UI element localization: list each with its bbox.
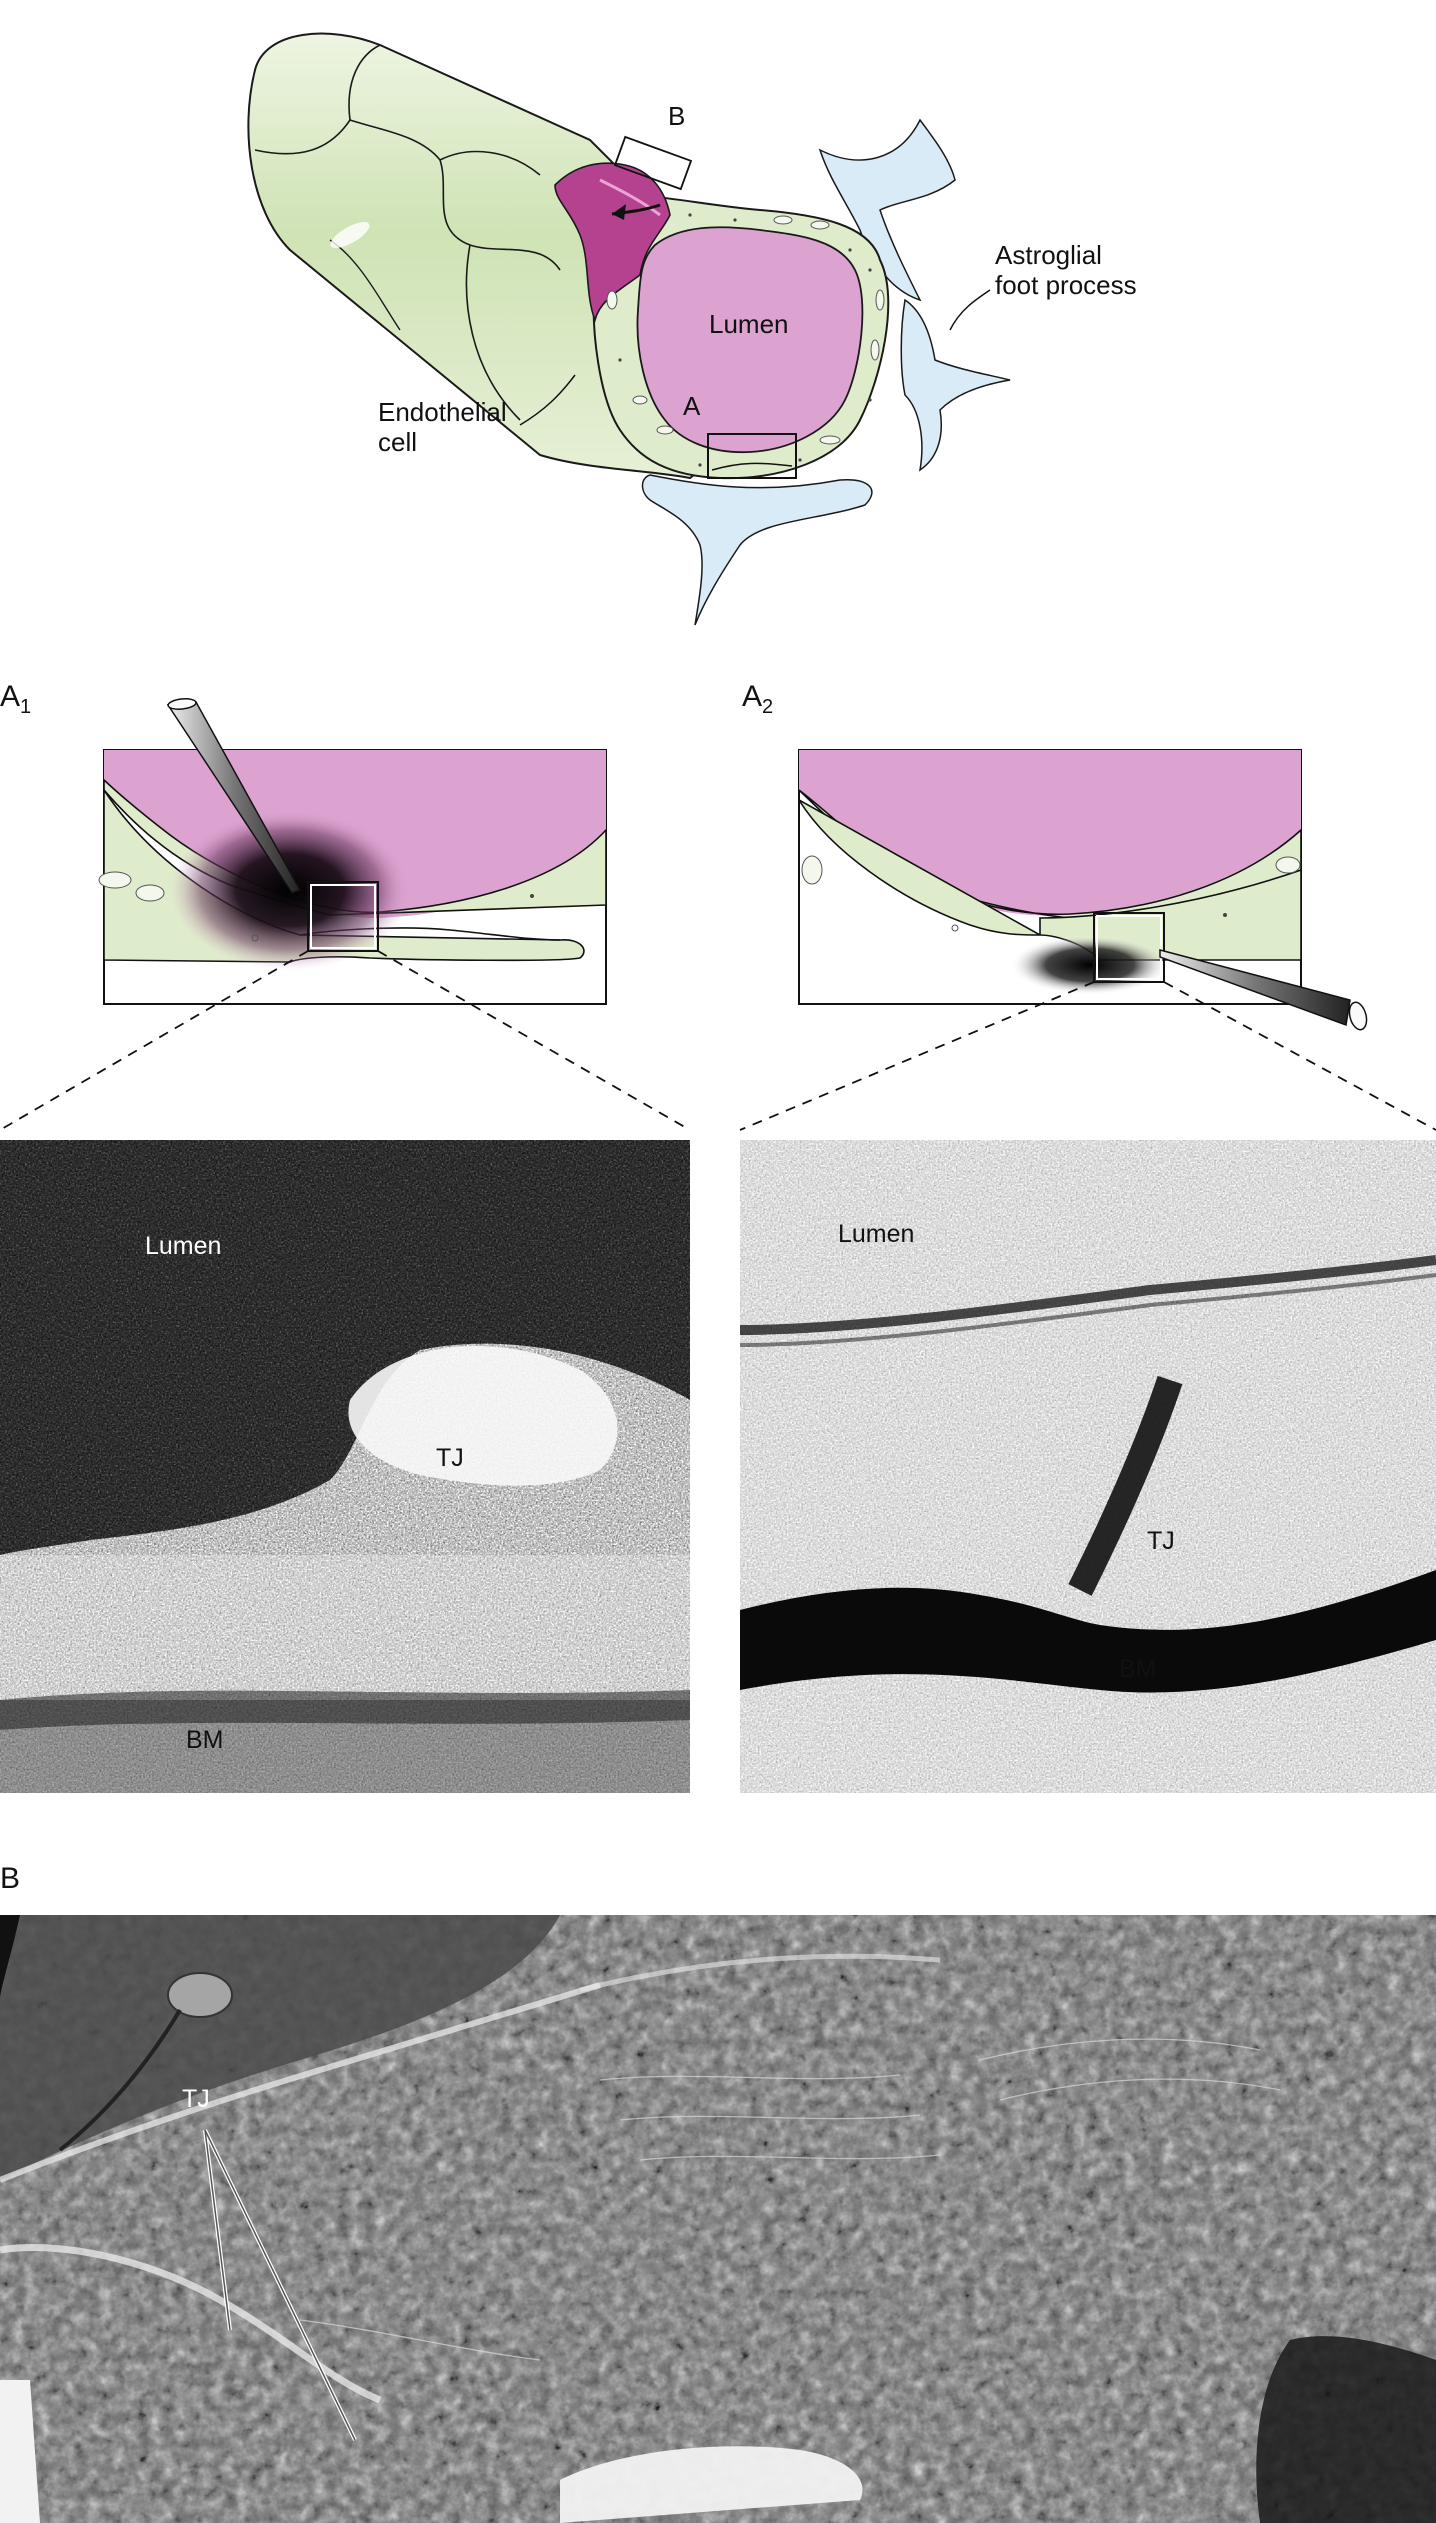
- box-b: [613, 135, 693, 191]
- a2-label-lumen: Lumen: [838, 1220, 915, 1248]
- astroglial-foot-process-top: [818, 118, 956, 302]
- astroglial-foot-process-right: [900, 298, 1011, 472]
- a2-micrograph: [740, 1140, 1436, 1793]
- a2-micropipette: [1159, 949, 1351, 1027]
- box-a: [707, 433, 797, 479]
- panel-a2-diagram: [798, 749, 1368, 1031]
- a1-label-lumen: Lumen: [145, 1232, 222, 1260]
- panel-label-b: B: [0, 1862, 21, 1895]
- label-lumen: Lumen: [709, 309, 789, 339]
- a2-label-bm: BM: [1119, 1655, 1157, 1683]
- label-endothelial-cell: Endothelial cell: [378, 397, 507, 457]
- panel-a1-diagram: [98, 698, 607, 1005]
- lumen-cross-section: [636, 226, 864, 454]
- label-astroglial-foot-process: Astroglial foot process: [995, 240, 1137, 300]
- label-box-b: B: [668, 101, 686, 131]
- zoom-lines: [0, 950, 1436, 1131]
- panel-label-a1: A1: [0, 680, 32, 718]
- vessel-diagram: [247, 32, 1011, 626]
- a2-label-tj: TJ: [1147, 1527, 1175, 1555]
- a1-label-tj: TJ: [436, 1444, 464, 1472]
- panel-label-a2: A2: [742, 680, 774, 718]
- b-label-tj: TJ: [182, 2085, 210, 2113]
- label-box-a: A: [683, 391, 701, 421]
- astroglial-foot-process-bottom: [641, 474, 873, 626]
- a1-micrograph: [0, 1140, 690, 1793]
- b-freeze-fracture-micrograph: [0, 1915, 1436, 2523]
- a1-label-bm: BM: [186, 1726, 224, 1754]
- a2-tight-junction-mark: [1068, 1375, 1183, 1596]
